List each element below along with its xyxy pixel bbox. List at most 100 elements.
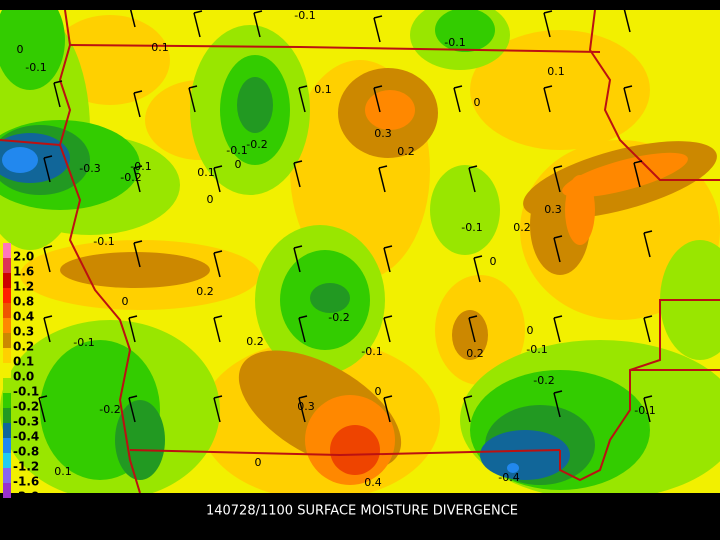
legend-swatch — [3, 363, 11, 378]
wind-barb — [43, 317, 51, 343]
wind-barb — [43, 157, 51, 183]
wind-barb-flag — [43, 315, 53, 319]
legend-label: -0.3 — [13, 415, 39, 429]
wind-barb-flag — [643, 315, 653, 319]
contour-label: -0.1 — [73, 336, 94, 349]
wind-barb-flag — [383, 245, 393, 249]
wind-barb-flag — [293, 245, 303, 249]
legend-swatch — [3, 378, 11, 393]
legend-swatch — [3, 333, 11, 348]
wind-barb — [383, 397, 391, 423]
contour-label: -0.4 — [498, 471, 519, 484]
field-area — [452, 310, 488, 360]
contour-label: 0 — [527, 324, 534, 337]
field-area — [365, 90, 415, 130]
wind-barb — [378, 167, 386, 193]
legend-label: 0.3 — [13, 325, 34, 339]
contour-label: 0.3 — [374, 127, 392, 140]
contour-label: 0 — [122, 295, 129, 308]
legend-label: -0.1 — [13, 385, 39, 399]
contour-label: 0.1 — [151, 41, 169, 54]
wind-barb — [43, 247, 51, 273]
contour-label: -0.1 — [25, 61, 46, 74]
contour-label: 0 — [255, 456, 262, 469]
legend-swatch — [3, 273, 11, 288]
field-area — [0, 10, 65, 90]
wind-barb-flag — [133, 165, 143, 169]
contour-label: 0 — [17, 43, 24, 56]
wind-barb-flag — [468, 165, 478, 169]
contour-label: 0.2 — [513, 221, 531, 234]
legend-label: -1.6 — [13, 475, 39, 489]
legend-swatch — [3, 303, 11, 318]
field — [0, 10, 720, 493]
legend-label: 0.2 — [13, 340, 34, 354]
border — [559, 299, 720, 482]
contour-label: -0.1 — [361, 345, 382, 358]
legend-swatch — [3, 393, 11, 408]
wind-barb-flag — [213, 165, 223, 169]
wind-barbs — [38, 10, 653, 423]
wind-barb — [553, 167, 561, 193]
wind-barb — [543, 12, 551, 38]
wind-barb-flag — [43, 245, 53, 249]
legend-label: 2.0 — [13, 250, 34, 264]
wind-barb-flag — [543, 85, 553, 89]
wind-barb — [293, 247, 301, 273]
wind-barb-flag — [298, 315, 308, 319]
contour-label: 0.2 — [246, 335, 264, 348]
wind-barb — [463, 397, 471, 423]
legend-swatch — [3, 408, 11, 423]
field-area — [470, 30, 650, 150]
wind-barb — [553, 392, 561, 418]
field-area — [507, 463, 519, 473]
wind-barb — [298, 317, 306, 343]
border — [129, 449, 561, 457]
wind-barb-flag — [378, 165, 388, 169]
wind-barb-flag — [188, 85, 198, 89]
contour-label: 0.1 — [197, 166, 215, 179]
contour-label: 0.3 — [544, 203, 562, 216]
legend-label: 0.0 — [13, 370, 34, 384]
field-area — [60, 252, 210, 288]
contour-label: 0.4 — [364, 476, 382, 489]
wind-barb-flag — [643, 230, 653, 234]
wind-barb — [373, 17, 381, 43]
wind-barb-flag — [553, 235, 563, 239]
legend-label: 0.4 — [13, 310, 34, 324]
wind-barb — [133, 167, 141, 193]
wind-barb-flag — [43, 155, 53, 159]
legend-swatch — [3, 483, 11, 498]
wind-barb — [133, 242, 141, 268]
border — [0, 139, 61, 146]
legend-swatch — [3, 423, 11, 438]
wind-barb — [383, 317, 391, 343]
wind-barb — [453, 87, 461, 113]
wind-barb — [643, 232, 651, 258]
wind-barb — [553, 237, 561, 263]
wind-barb — [293, 162, 301, 188]
wind-barb — [298, 397, 306, 423]
contour-label: -0.3 — [79, 162, 100, 175]
contour-label: -0.2 — [246, 138, 267, 151]
wind-barb-flag — [543, 10, 553, 14]
wind-barb — [213, 317, 221, 343]
wind-barb-flag — [463, 395, 473, 399]
border — [588, 10, 720, 181]
wind-barb — [253, 12, 261, 38]
contour-label: -0.1 — [461, 221, 482, 234]
wind-barb-flag — [643, 395, 653, 399]
wind-barb — [129, 10, 136, 28]
field-area — [565, 175, 595, 245]
wind-barb-flag — [383, 315, 393, 319]
wind-barb — [128, 397, 136, 423]
contour-label: -0.2 — [533, 374, 554, 387]
wind-barb — [193, 12, 201, 38]
legend-label: 1.6 — [13, 265, 34, 279]
legend-swatch — [3, 243, 11, 258]
wind-barb-flag — [253, 10, 263, 14]
field-area — [237, 77, 273, 133]
wind-barb — [128, 317, 136, 343]
wind-barb-flag — [298, 85, 308, 89]
wind-barb — [633, 162, 641, 188]
